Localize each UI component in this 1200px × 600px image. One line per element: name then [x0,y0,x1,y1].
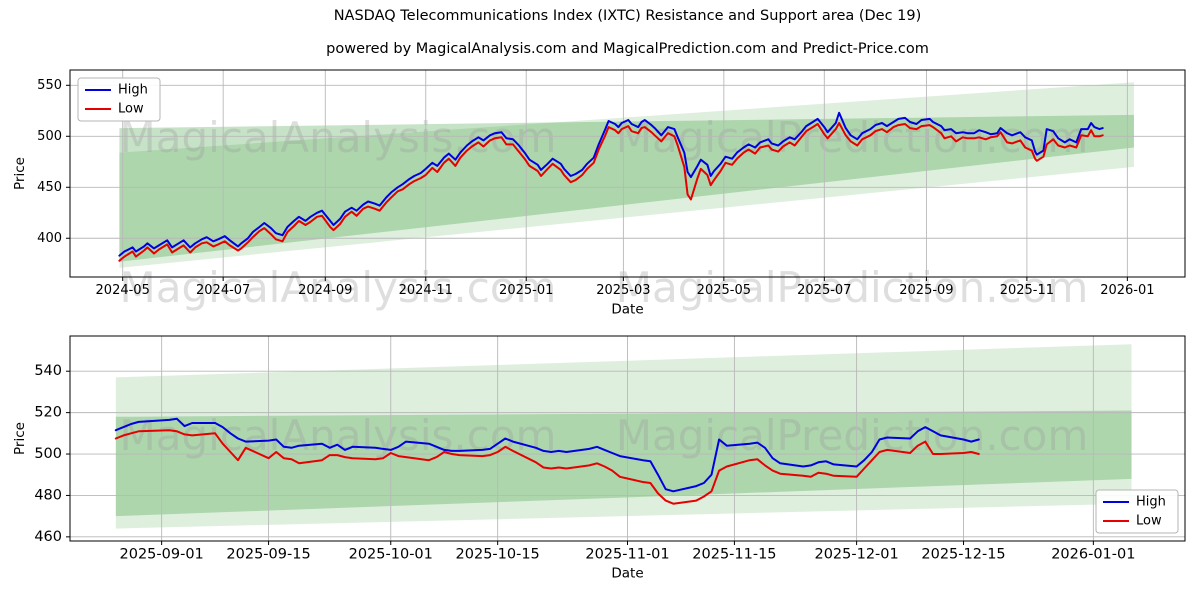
x-axis-label: Date [611,566,643,582]
x-tick-label: 2025-11 [1000,283,1054,298]
x-tick-label: 2025-10-15 [456,547,540,563]
y-tick-label: 450 [37,180,62,195]
x-tick-label: 2025-11-01 [585,547,669,563]
low-series-line [114,429,980,505]
y-tick-label: 540 [34,363,62,379]
x-tick-label: 2026-01 [1100,283,1154,298]
x-tick-label: 2025-09-01 [120,547,204,563]
x-tick-label: 2025-07 [797,283,851,298]
y-tick-label: 480 [34,487,62,503]
high-series-line [114,417,980,493]
x-tick-label: 2025-03 [596,283,650,298]
watermark-prediction: MagicalPrediction.com [616,113,1089,162]
x-tick-label: 2025-11-15 [692,547,776,563]
watermark-layer: MagicalAnalysis.com MagicalPrediction.com… [120,113,1089,460]
watermark-analysis: MagicalAnalysis.com [120,113,557,162]
chart-subtitle: powered by MagicalAnalysis.com and Magic… [326,41,929,57]
y-tick-label: 400 [37,231,62,246]
grid-layer [70,70,1185,541]
x-tick-label: 2025-01 [499,283,553,298]
x-tick-label: 2025-10-01 [349,547,433,563]
y-axis-label: Price [12,422,28,455]
inner-band-area [115,410,1132,517]
x-tick-label: 2024-07 [196,283,250,298]
y-tick-label: 520 [34,405,62,421]
y-tick-label: 500 [37,129,62,144]
legend-high-label: High [1136,495,1166,510]
low-series-line [118,122,1104,262]
outer-band-area [115,344,1132,529]
watermark-analysis: MagicalAnalysis.com [120,411,557,460]
y-tick-label: 500 [34,446,62,462]
series-layer [114,111,1104,505]
axes-layer: 2024-05 2024-07 2024-09 2024-11 2025-01 2025-… [12,69,1186,582]
x-tick-label: 2025-12-01 [814,547,898,563]
chart-title: NASDAQ Telecommunications Index (IXTC) R… [333,8,922,24]
high-series-line [118,111,1104,257]
x-tick-label: 2025-09-15 [226,547,310,563]
plot-border [69,69,1186,278]
x-tick-label: 2024-09 [298,283,352,298]
legend-low-label: Low [118,102,144,117]
legend-box [1095,489,1179,534]
watermark-prediction: MagicalPrediction.com [616,411,1089,460]
legend-low-label: Low [1136,514,1162,529]
y-axis-label: Price [12,157,28,190]
x-tick-label: 2025-09 [899,283,953,298]
x-tick-label: 2024-11 [399,283,453,298]
y-tick-label: 460 [34,529,62,545]
y-tick-label: 550 [37,78,62,93]
x-tick-label: 2024-05 [96,283,150,298]
legend: High Low [77,77,161,122]
legend-box [77,77,161,122]
x-axis-label: Date [611,302,643,318]
x-tick-label: 2025-12-15 [921,547,1005,563]
inner-band-area [119,114,1134,262]
x-tick-label: 2025-05 [697,283,751,298]
watermark-analysis: MagicalAnalysis.com [120,263,557,312]
legend: High Low [1095,489,1179,534]
watermark-prediction: MagicalPrediction.com [616,263,1089,312]
x-tick-label: 2026-01-01 [1051,547,1135,563]
legend-high-label: High [118,83,148,98]
